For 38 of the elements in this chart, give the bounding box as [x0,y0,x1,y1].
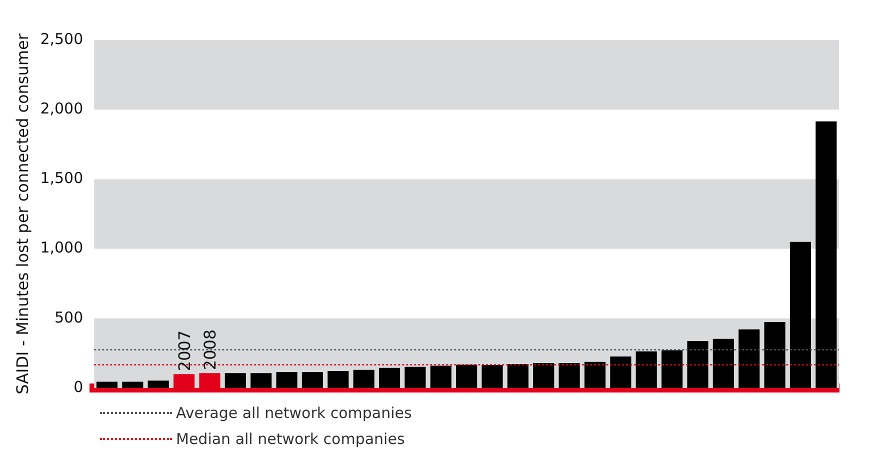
bar [507,364,528,388]
bar [636,351,657,388]
y-axis-title: SAIDI - Minutes lost per connected consumer [12,33,32,394]
bar [378,368,400,388]
bar [482,365,503,388]
y-tick-label: 0 [74,378,84,396]
bar [328,371,349,388]
bar [148,380,169,388]
legend-label: Median all network companies [176,430,405,448]
bar [790,242,812,388]
bar [687,340,708,388]
x-tick-label: 2008 [200,329,220,370]
bar [302,372,323,388]
y-tick-label: 1,500 [40,169,84,188]
bar [456,364,478,388]
y-tick-label: 2,500 [40,30,84,48]
bar [558,362,580,388]
bar [738,329,760,388]
y-tick-label: 2,000 [40,99,84,118]
bar [353,370,374,388]
bar [276,372,298,388]
y-tick-label: 500 [54,308,84,326]
bar [533,362,554,388]
x-tick-label: 2007 [175,330,194,372]
bar [610,356,632,388]
bar [404,366,426,388]
bar [96,382,118,388]
bar [584,362,606,388]
bar [122,382,144,388]
bar [712,338,734,388]
bar [250,373,272,388]
bar [224,373,246,388]
y-tick-label: 1,000 [40,238,84,257]
bar [662,350,683,388]
legend-label: Average all network companies [176,404,412,422]
bar [764,322,786,388]
bar [816,121,837,388]
bar [430,366,452,388]
